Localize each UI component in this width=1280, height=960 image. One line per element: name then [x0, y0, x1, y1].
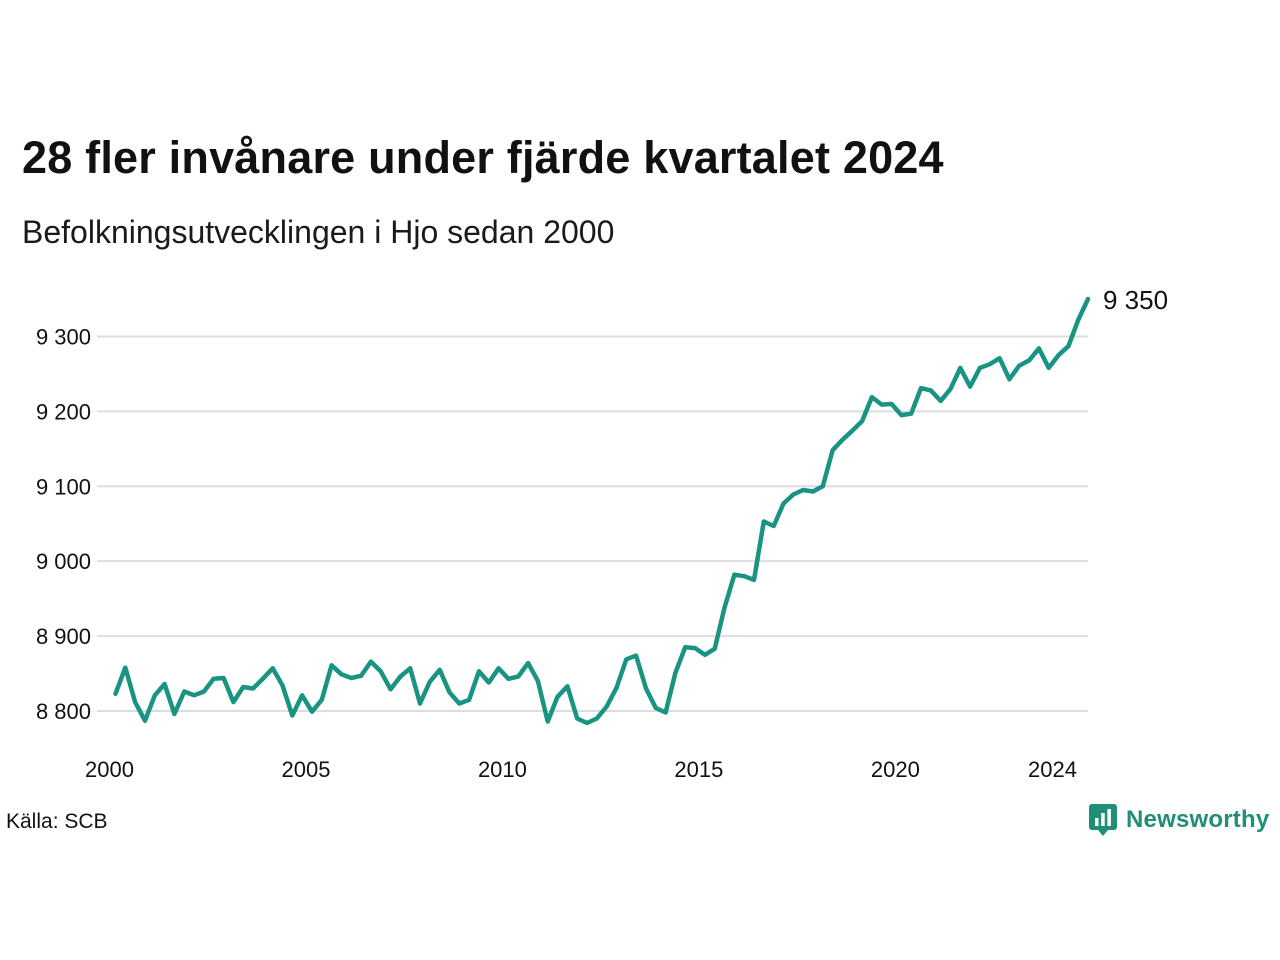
- x-tick-label: 2005: [281, 757, 330, 782]
- series-line-population: [113, 296, 1091, 726]
- y-tick-label: 9 000: [36, 549, 91, 574]
- y-axis-tick-labels: 8 800 8 900 9 000 9 100 9 200 9 300: [36, 324, 91, 724]
- x-tick-label: 2015: [674, 757, 723, 782]
- y-tick-label: 8 800: [36, 699, 91, 724]
- newsworthy-logo[interactable]: Newsworthy: [1088, 803, 1269, 837]
- source-note: Källa: SCB: [6, 810, 108, 833]
- y-tick-label: 9 100: [36, 474, 91, 499]
- chart-subtitle: Befolkningsutvecklingen i Hjo sedan 2000: [22, 214, 615, 250]
- x-tick-label: 2010: [478, 757, 527, 782]
- data-labels: 9 350: [1103, 285, 1168, 315]
- bar-chart-speech-bubble-icon: [1089, 804, 1117, 836]
- y-tick-label: 8 900: [36, 624, 91, 649]
- end-value-label: 9 350: [1103, 285, 1168, 315]
- x-tick-label: 2000: [85, 757, 134, 782]
- chart-title: 28 fler invånare under fjärde kvartalet …: [22, 132, 944, 183]
- logo-text: Newsworthy: [1126, 806, 1270, 833]
- x-tick-label: 2024: [1028, 757, 1077, 782]
- gridlines: [97, 335, 1088, 712]
- y-tick-label: 9 300: [36, 324, 91, 349]
- series-layer: [113, 296, 1091, 726]
- x-tick-label: 2020: [871, 757, 920, 782]
- y-tick-label: 9 200: [36, 399, 91, 424]
- x-axis-tick-labels: 2000 2005 2010 2015 2020 2024: [85, 757, 1077, 782]
